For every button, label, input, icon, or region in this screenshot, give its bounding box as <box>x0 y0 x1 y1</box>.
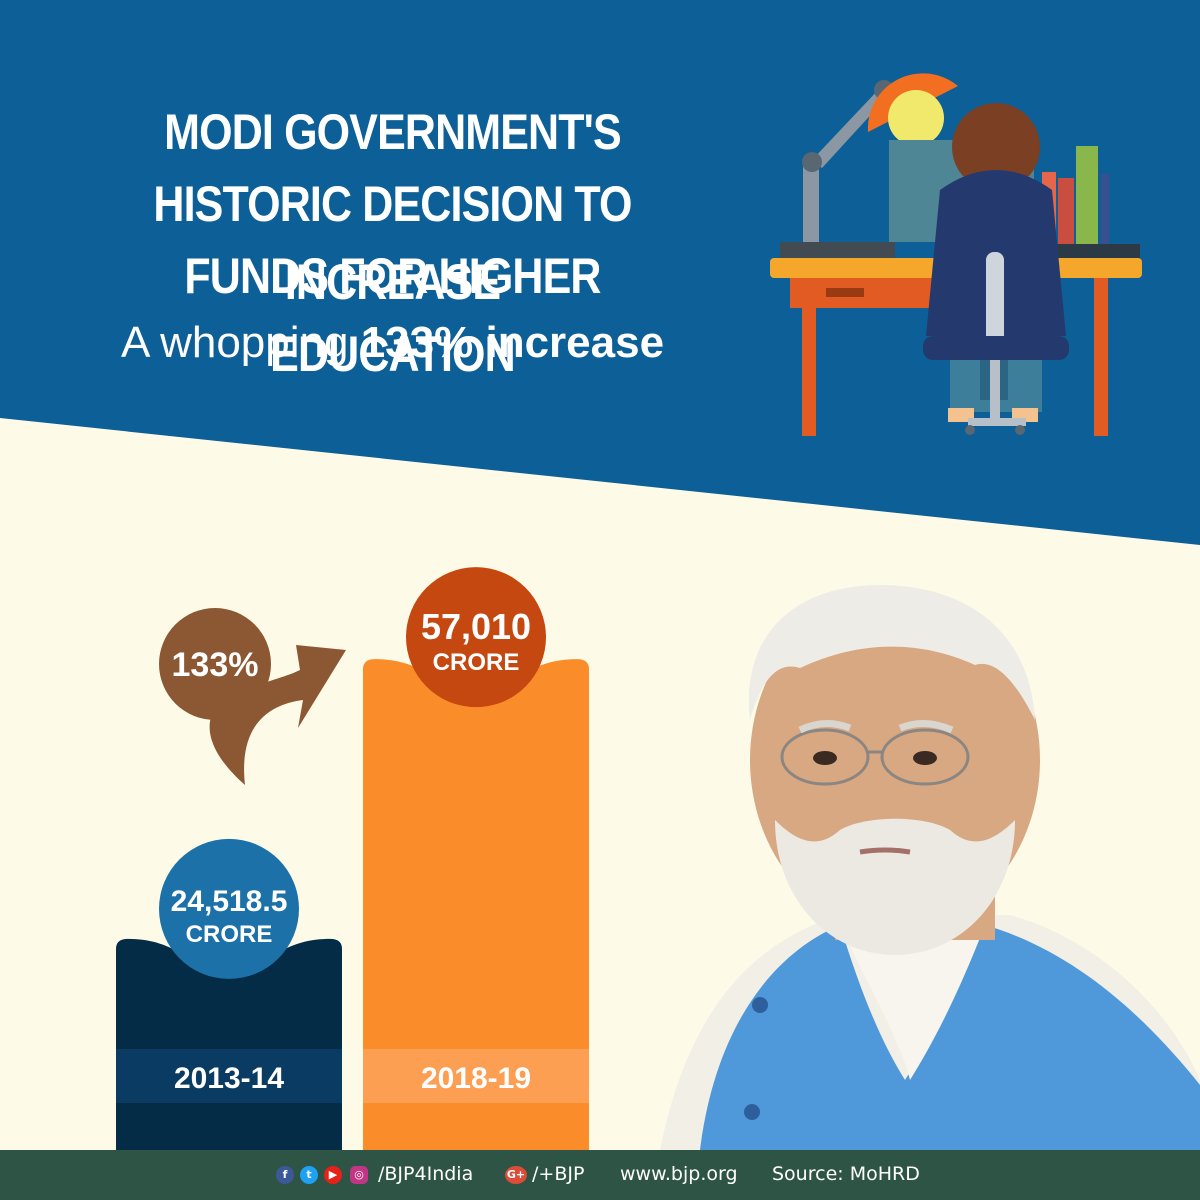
subtitle: A whopping 133% increase <box>20 318 765 368</box>
subtitle-prefix: A whopping <box>120 318 349 367</box>
footer-bar <box>0 1150 1200 1200</box>
category-label-2013-14: 2013-14 <box>174 1062 284 1095</box>
growth-arrow: 133% <box>159 608 346 785</box>
headline-line-2: HISTORIC DECISION TO INCREASE <box>153 176 632 310</box>
value-bubble-2013-14 <box>159 838 299 979</box>
subtitle-highlight: 133% increase <box>360 318 665 367</box>
google-plus-icon[interactable]: G+ <box>505 1166 527 1184</box>
website-link[interactable]: www.bjp.org <box>620 1163 738 1185</box>
social-handle[interactable]: /BJP4India <box>378 1163 474 1185</box>
youtube-icon[interactable]: ▶ <box>324 1166 342 1184</box>
value-bubble-2018-19 <box>406 567 546 708</box>
source-note: Source: MoHRD <box>772 1163 920 1185</box>
unit-label-2013-14: CRORE <box>186 921 273 948</box>
category-band-2018-19 <box>363 1049 589 1103</box>
value-label-2018-19: 57,010 <box>421 606 531 647</box>
bar-2018-19 <box>363 659 589 1150</box>
growth-bubble <box>159 608 271 720</box>
category-label-2018-19: 2018-19 <box>421 1062 531 1095</box>
twitter-icon[interactable]: t <box>300 1166 318 1184</box>
facebook-icon[interactable]: f <box>276 1166 294 1184</box>
value-label-2013-14: 24,518.5 <box>171 885 288 918</box>
unit-label-2018-19: CRORE <box>433 649 520 676</box>
headline-line-1: MODI GOVERNMENT'S <box>164 104 622 160</box>
portrait-photo <box>660 585 1200 1150</box>
category-band-2013-14 <box>116 1049 342 1103</box>
headline-line-3: FUNDS FOR HIGHER EDUCATION <box>184 248 601 382</box>
growth-label: 133% <box>172 646 259 684</box>
student-desk-illustration <box>770 73 1142 436</box>
instagram-icon[interactable]: ◎ <box>350 1166 368 1184</box>
gplus-handle[interactable]: /+BJP <box>532 1163 585 1185</box>
